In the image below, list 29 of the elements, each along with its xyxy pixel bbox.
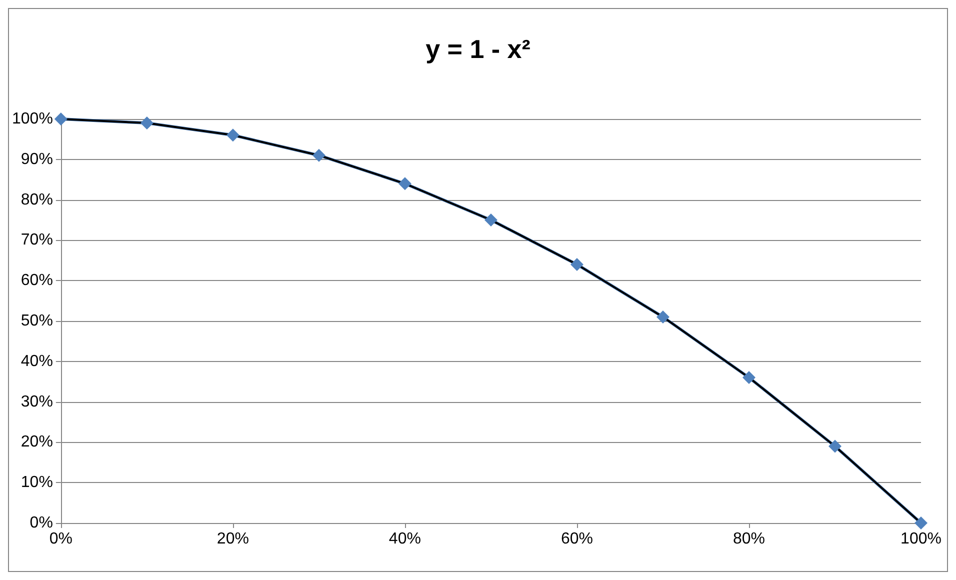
x-tick-label: 0%	[49, 530, 72, 548]
x-tick-label: 60%	[560, 530, 593, 548]
y-tick-label: 10%	[20, 474, 53, 492]
point	[828, 440, 842, 453]
point	[226, 128, 240, 142]
x-tick-label: 40%	[388, 530, 421, 548]
x-tick-label: 20%	[216, 530, 249, 548]
y-tick-label: 20%	[20, 434, 53, 451]
point	[742, 371, 756, 384]
y-tick-label: 50%	[20, 312, 53, 330]
y-tick-label: 40%	[20, 352, 53, 370]
point	[914, 516, 928, 530]
point	[140, 116, 154, 130]
y-tick-label: 90%	[20, 150, 53, 168]
y-tick-label: 0%	[30, 514, 53, 532]
y-tick-label: 60%	[20, 272, 53, 290]
point	[656, 310, 670, 324]
point	[54, 112, 68, 126]
y-tick-label: 80%	[20, 191, 53, 208]
chart-title: y = 1 - x²	[426, 34, 531, 64]
x-tick-label: 100%	[900, 530, 942, 548]
point	[570, 258, 584, 271]
point	[484, 214, 498, 226]
point	[312, 148, 326, 162]
point	[398, 177, 412, 190]
y-tick-label: 70%	[20, 232, 53, 249]
y-tick-label: 30%	[20, 393, 53, 410]
x-tick-label: 80%	[732, 530, 765, 548]
y-tick-label: 100%	[12, 110, 53, 128]
